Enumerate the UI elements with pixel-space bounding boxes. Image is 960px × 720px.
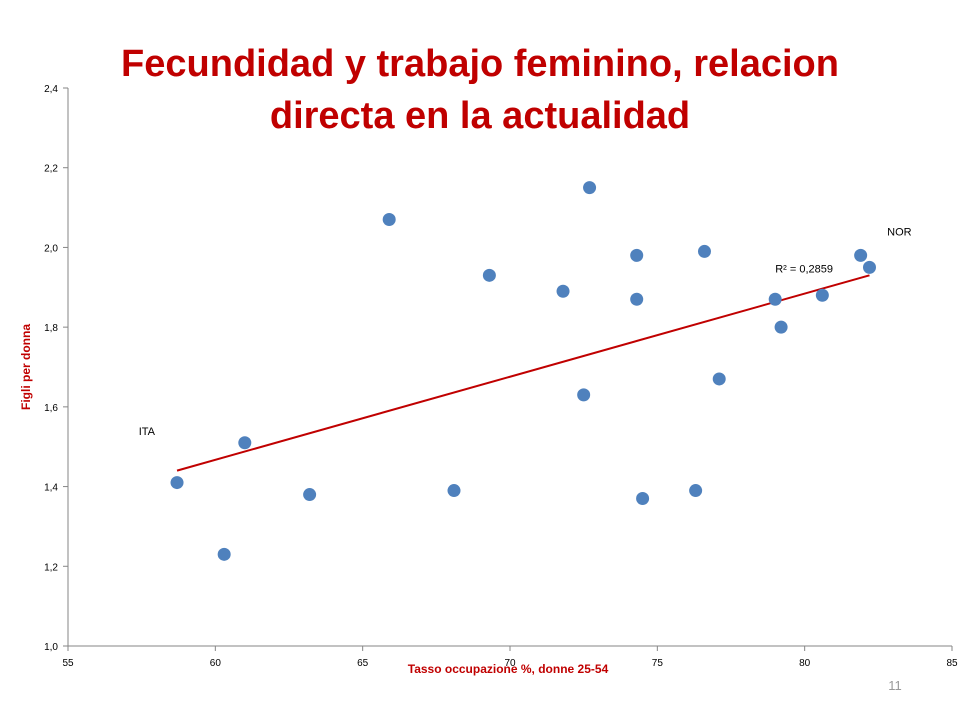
data-point — [854, 248, 868, 262]
y-tick-label: 2,0 — [44, 243, 58, 254]
data-point — [447, 484, 461, 498]
y-tick-label: 2,2 — [44, 164, 58, 175]
y-tick-label: 2,4 — [44, 84, 58, 95]
data-point — [630, 292, 644, 306]
y-tick-label: 1,0 — [44, 642, 58, 653]
data-point — [712, 372, 726, 386]
slide-title: Fecundidad y trabajo feminino, relacion … — [0, 38, 960, 142]
y-axis-title: Figli per donna — [19, 324, 33, 410]
x-tick-label: 65 — [357, 658, 369, 669]
data-point — [382, 213, 396, 227]
point-annotation: NOR — [887, 226, 912, 238]
x-tick-label: 60 — [210, 658, 222, 669]
trendline — [176, 274, 870, 472]
y-tick-label: 1,8 — [44, 323, 58, 334]
data-point — [630, 248, 644, 262]
data-point — [862, 260, 876, 274]
x-tick-label: 55 — [62, 658, 74, 669]
y-tick-label: 1,4 — [44, 483, 58, 494]
data-point — [238, 436, 252, 450]
y-tick-label: 1,6 — [44, 403, 58, 414]
trendline-group — [176, 274, 870, 472]
data-point — [774, 320, 788, 334]
chart-labels: R² = 0,2859 ITA NOR Tasso occupazione %, do… — [19, 226, 912, 676]
slide-title-line2: directa en la actualidad — [269, 95, 691, 137]
data-point — [697, 244, 711, 258]
y-tick-label: 1,2 — [44, 562, 58, 573]
data-point — [577, 388, 591, 402]
data-points — [170, 181, 876, 561]
data-point — [170, 476, 184, 490]
data-point — [689, 484, 703, 498]
x-axis-title: Tasso occupazione %, donne 25-54 — [408, 662, 609, 676]
data-point — [636, 492, 650, 506]
data-point — [768, 292, 782, 306]
data-point — [217, 547, 231, 561]
page-number: 11 — [888, 678, 902, 693]
r-squared-label: R² = 0,2859 — [775, 263, 833, 275]
x-tick-label: 85 — [946, 658, 958, 669]
data-point — [815, 288, 829, 302]
data-point — [556, 284, 570, 298]
slide-title-line1: Fecundidad y trabajo feminino, relacion — [121, 43, 839, 85]
data-point — [583, 181, 597, 195]
x-tick-label: 80 — [799, 658, 811, 669]
x-tick-label: 70 — [504, 658, 516, 669]
axes: 55 60 65 70 75 80 85 1,0 1,2 1,4 1,6 1,8 2,0 2,2 2,4 — [44, 84, 958, 669]
data-point — [303, 488, 317, 502]
data-point — [482, 268, 496, 282]
x-tick-label: 75 — [652, 658, 664, 669]
point-annotation: ITA — [139, 426, 156, 438]
